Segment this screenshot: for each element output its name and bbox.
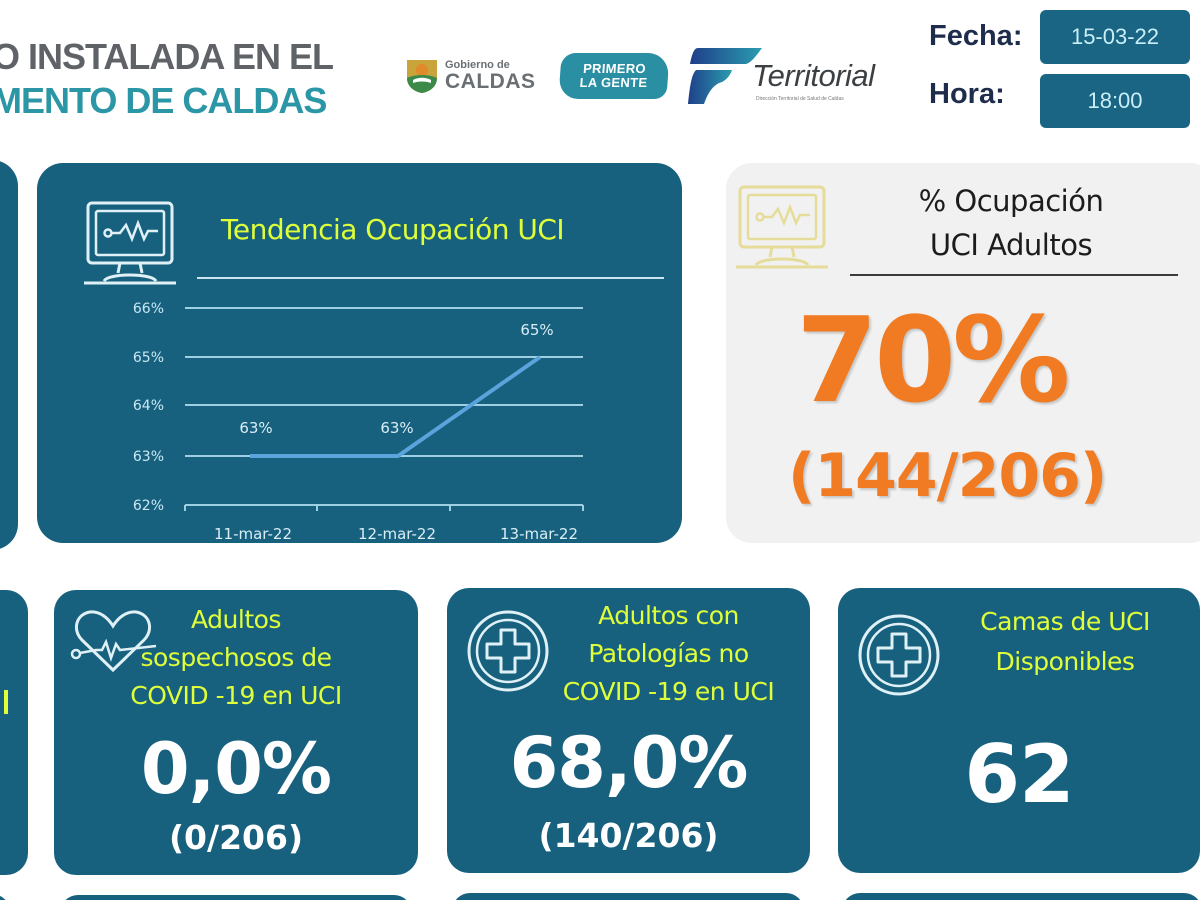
- kpi-value: 68,0%: [509, 722, 749, 804]
- caldas-shield-icon: [407, 60, 437, 93]
- occupancy-fraction: (144/206): [788, 441, 1107, 511]
- svg-text:63%: 63%: [380, 419, 413, 437]
- fecha-label: Fecha:: [929, 20, 1023, 52]
- occupancy-card: % Ocupación UCI Adultos 70% (144/206): [726, 163, 1200, 543]
- kpi-title-line: Adultos: [191, 605, 281, 634]
- kpi-title-line: Adultos con: [598, 601, 739, 630]
- svg-text:13-mar-22: 13-mar-22: [500, 525, 578, 543]
- occupancy-title-line1: % Ocupación: [918, 184, 1104, 218]
- partial-card-left-top: [0, 160, 18, 550]
- kpi-value: 62: [964, 728, 1074, 821]
- kpi-title-line: COVID -19 en UCI: [562, 677, 775, 706]
- svg-text:63%: 63%: [239, 419, 272, 437]
- y-axis-ticks: 66% 65% 64% 63% 62%: [133, 301, 164, 514]
- occupancy-percent: 70%: [796, 291, 1070, 429]
- monitor-heartbeat-icon: [736, 185, 828, 269]
- chart-title-divider: [197, 277, 664, 279]
- occupancy-divider: [850, 274, 1178, 276]
- logo-text-territorial-sub: Dirección Territorial de Salud de Caldas: [756, 96, 844, 102]
- logo-text-caldas: CALDAS: [445, 70, 536, 93]
- hora-value: 18:00: [1040, 74, 1190, 128]
- hora-label: Hora:: [929, 78, 1005, 110]
- kpi-title-line: sospechosos de: [140, 643, 332, 672]
- page-title-line2: MENTO DE CALDAS: [0, 80, 327, 121]
- primero-la-gente-logo: PRIMERO LA GENTE: [558, 53, 670, 99]
- svg-text:63%: 63%: [133, 449, 164, 465]
- kpi-card-non-covid-pathologies: Adultos con Patologías no COVID -19 en U…: [447, 588, 810, 873]
- partial-card-bottom-2: [452, 893, 804, 900]
- chart-title: Tendencia Ocupación UCI: [221, 213, 565, 246]
- svg-text:11-mar-22: 11-mar-22: [214, 525, 292, 543]
- partial-card-bottom-0: [0, 894, 10, 900]
- kpi-card-available-beds: Camas de UCI Disponibles 62: [838, 588, 1200, 873]
- svg-text:62%: 62%: [133, 498, 164, 514]
- monitor-heartbeat-icon: [84, 201, 176, 285]
- svg-text:12-mar-22: 12-mar-22: [358, 525, 436, 543]
- kpi-fraction: (140/206): [538, 816, 719, 855]
- trend-line-chart: 66% 65% 64% 63% 62% 63% 63% 65% 11-mar-2…: [133, 301, 584, 543]
- logo-text-territorial: Territorial: [752, 58, 875, 93]
- occupancy-title-line2: UCI Adultos: [929, 228, 1093, 262]
- medical-cross-icon: [858, 614, 940, 696]
- page-title-line1: O INSTALADA EN EL: [0, 36, 334, 77]
- kpi-card-suspected-covid: Adultos sospechosos de COVID -19 en UCI …: [54, 590, 418, 875]
- x-axis-labels: 11-mar-22 12-mar-22 13-mar-22: [214, 525, 578, 543]
- kpi-value: 0,0%: [140, 728, 332, 810]
- fecha-value: 15-03-22: [1040, 10, 1190, 64]
- svg-text:65%: 65%: [133, 350, 164, 366]
- partial-card-bottom-3: [842, 893, 1200, 900]
- logo-text-primero: PRIMERO: [582, 61, 647, 77]
- partial-card-left-bottom: [0, 590, 28, 875]
- kpi-title-line: Disponibles: [995, 647, 1135, 676]
- partial-title-fragment: [4, 690, 8, 714]
- partial-card-bottom-1: [60, 895, 412, 900]
- kpi-fraction: (0/206): [168, 818, 304, 857]
- medical-cross-icon: [467, 610, 549, 692]
- svg-text:66%: 66%: [133, 301, 164, 317]
- gobierno-caldas-logo: Gobierno de CALDAS: [405, 58, 536, 94]
- svg-text:64%: 64%: [133, 398, 164, 414]
- data-labels: 63% 63% 65%: [239, 321, 553, 437]
- logo-text-la-gente: LA GENTE: [579, 75, 648, 90]
- heart-pulse-icon: [70, 610, 157, 673]
- kpi-title-line: COVID -19 en UCI: [130, 681, 342, 710]
- territorial-mark-icon: [688, 48, 762, 104]
- trend-chart-card: Tendencia Ocupación UCI 66% 65% 64% 63% …: [37, 163, 682, 543]
- svg-text:65%: 65%: [520, 321, 553, 339]
- logo-text-gobierno: Gobierno de: [445, 59, 510, 71]
- kpi-title-line: Camas de UCI: [980, 607, 1150, 636]
- territorial-logo: Territorial Dirección Territorial de Sal…: [686, 44, 901, 108]
- series-line: [250, 355, 542, 458]
- kpi-title-line: Patologías no: [588, 639, 749, 668]
